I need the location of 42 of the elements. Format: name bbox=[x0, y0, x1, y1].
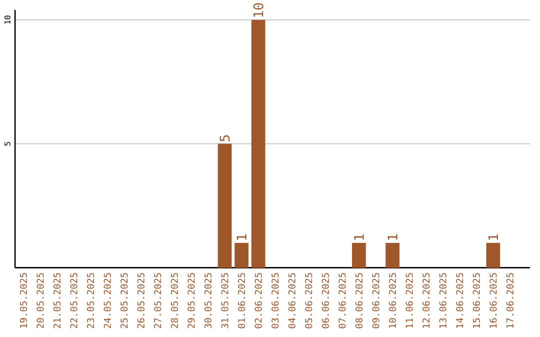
x-tick-label: 24.05.2025 bbox=[104, 273, 111, 328]
x-tick-label: 15.06.2025 bbox=[472, 273, 480, 328]
data-label: 1 bbox=[488, 234, 498, 240]
x-tick-label: 12.06.2025 bbox=[422, 273, 430, 328]
data-label: 10 bbox=[253, 3, 264, 17]
bar bbox=[251, 20, 266, 268]
bar bbox=[352, 242, 366, 268]
x-tick-label: 16.06.2025 bbox=[490, 273, 497, 328]
data-label: 1 bbox=[236, 234, 246, 240]
x-tick-label: 21.05.2025 bbox=[53, 273, 61, 328]
x-tick-label: 07.06.2025 bbox=[338, 273, 346, 328]
x-tick-label: 02.06.2025 bbox=[254, 273, 262, 328]
x-tick-label: 27.05.2025 bbox=[154, 273, 162, 328]
x-tick-label: 11.06.2025 bbox=[406, 273, 413, 328]
x-tick-label: 13.06.2025 bbox=[439, 273, 446, 328]
x-tick-label: 25.05.2025 bbox=[120, 273, 128, 328]
x-tick-label: 05.06.2025 bbox=[305, 273, 312, 328]
bar bbox=[386, 242, 400, 268]
data-label: 1 bbox=[354, 234, 364, 240]
x-tick-label: 10.06.2025 bbox=[388, 273, 396, 328]
x-tick-label: 14.06.2025 bbox=[456, 273, 464, 328]
x-tick-label: 28.05.2025 bbox=[170, 273, 178, 328]
x-tick-label: 22.05.2025 bbox=[70, 273, 78, 328]
x-tick-label: 20.05.2025 bbox=[36, 273, 44, 328]
x-tick-label: 09.06.2025 bbox=[372, 273, 380, 328]
data-label: 1 bbox=[388, 234, 398, 240]
bar bbox=[486, 242, 500, 268]
x-tick-label: 31.05.2025 bbox=[221, 273, 228, 328]
x-tick-label: 03.06.2025 bbox=[272, 273, 279, 328]
x-tick-label: 17.06.2025 bbox=[506, 273, 514, 328]
bar bbox=[234, 242, 248, 268]
x-tick-label: 08.06.2025 bbox=[355, 273, 363, 328]
x-tick-label: 26.05.2025 bbox=[137, 273, 144, 328]
x-tick-label: 23.05.2025 bbox=[87, 273, 94, 328]
bar bbox=[218, 144, 232, 268]
x-tick-label: 19.05.2025 bbox=[20, 273, 27, 328]
data-label: 5 bbox=[220, 135, 230, 142]
x-tick-label: 06.06.2025 bbox=[322, 273, 329, 328]
x-tick-label: 04.06.2025 bbox=[288, 273, 296, 328]
x-tick-label: 01.06.2025 bbox=[238, 273, 246, 328]
x-tick-label: 30.05.2025 bbox=[204, 273, 212, 328]
x-tick-label: 29.05.2025 bbox=[188, 273, 195, 328]
